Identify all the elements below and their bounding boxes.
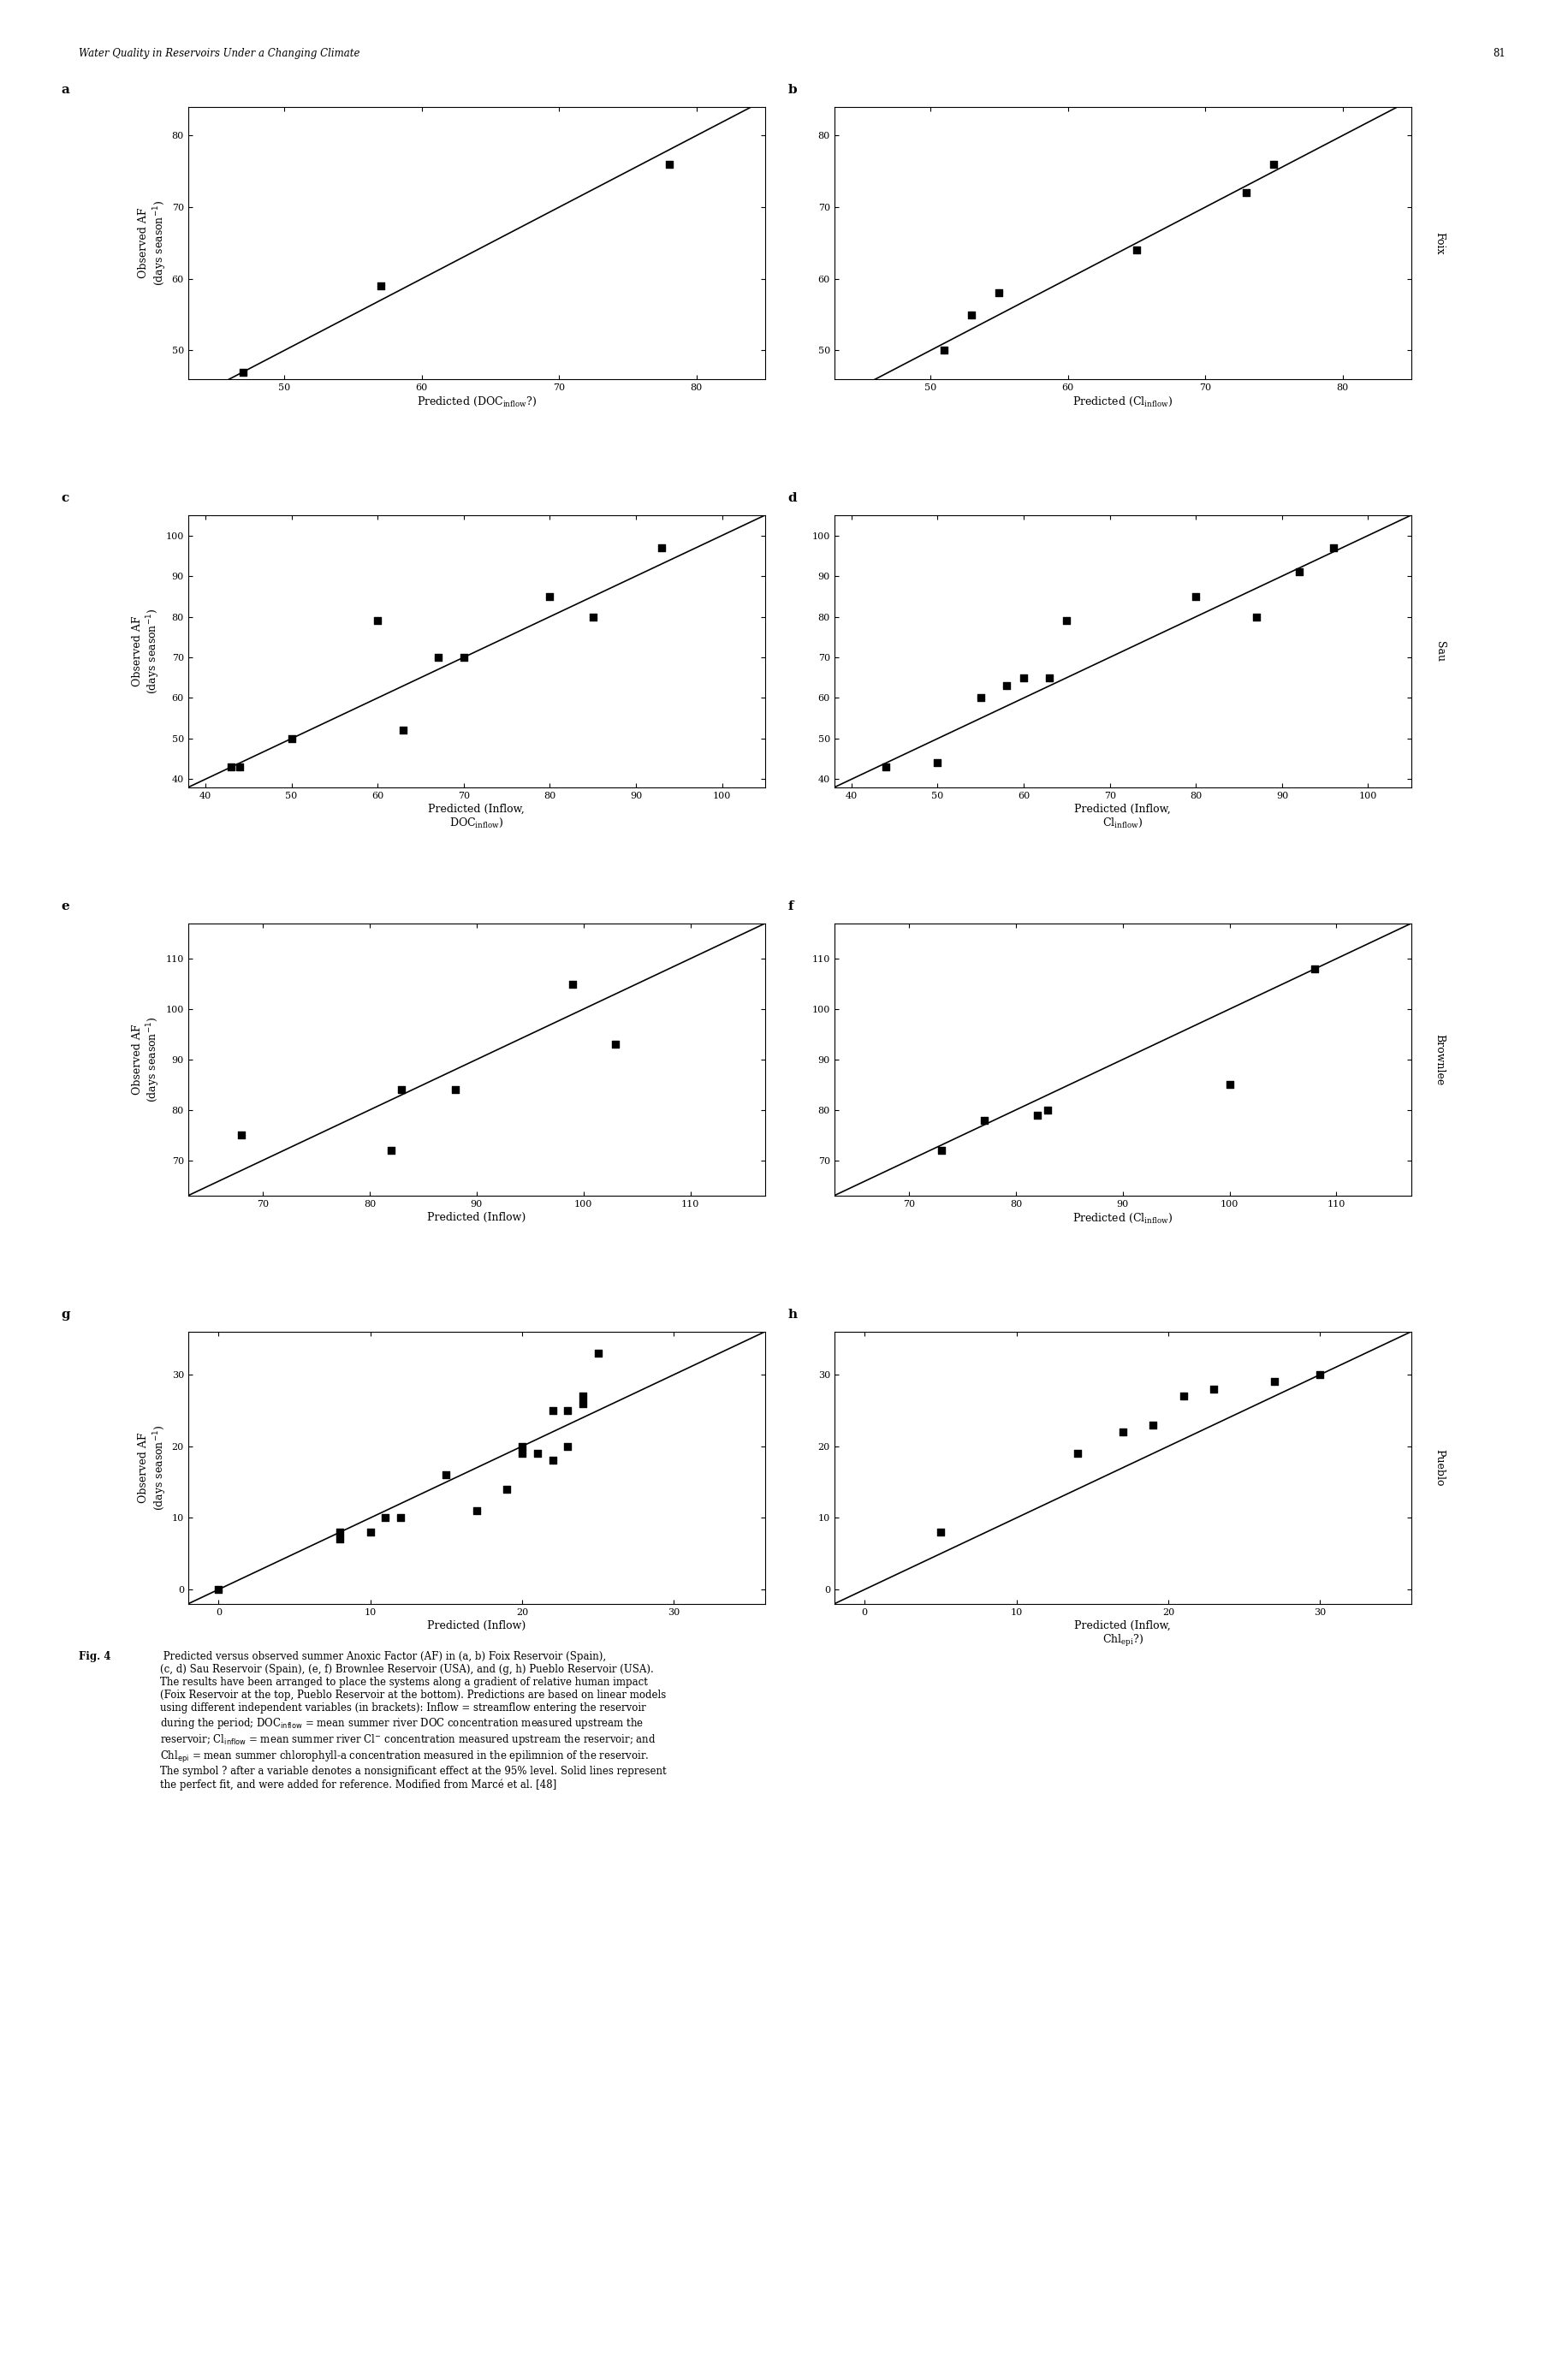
Point xyxy=(494,1471,519,1509)
X-axis label: Predicted (Cl$_{\mathregular{inflow}}$): Predicted (Cl$_{\mathregular{inflow}}$) xyxy=(1073,394,1173,409)
Text: Pueblo: Pueblo xyxy=(1435,1449,1446,1487)
X-axis label: Predicted (Inflow): Predicted (Inflow) xyxy=(428,1620,525,1632)
Point xyxy=(279,720,304,758)
Point xyxy=(1217,1067,1242,1105)
Point xyxy=(230,354,256,392)
Point xyxy=(373,1499,398,1537)
Text: Water Quality in Reservoirs Under a Changing Climate: Water Quality in Reservoirs Under a Chan… xyxy=(78,48,359,59)
X-axis label: Predicted (Inflow): Predicted (Inflow) xyxy=(428,1212,525,1224)
Point xyxy=(925,744,950,782)
Point xyxy=(1303,950,1328,988)
Point xyxy=(425,639,450,677)
Point xyxy=(442,1072,467,1110)
Point xyxy=(390,710,416,748)
Point xyxy=(571,1385,596,1423)
Point xyxy=(931,330,956,368)
Point xyxy=(328,1514,353,1552)
Point xyxy=(555,1392,580,1430)
Point xyxy=(1065,1435,1090,1473)
Point xyxy=(378,1131,403,1169)
Point xyxy=(994,668,1019,706)
Text: Sau: Sau xyxy=(1435,642,1446,661)
Point xyxy=(580,599,605,637)
Point xyxy=(389,1499,414,1537)
X-axis label: Predicted (Inflow,
DOC$_{\mathregular{inflow}}$): Predicted (Inflow, DOC$_{\mathregular{in… xyxy=(428,803,525,829)
Text: Fig. 4: Fig. 4 xyxy=(78,1651,110,1663)
Point xyxy=(525,1435,550,1473)
Point xyxy=(539,1392,564,1430)
Point xyxy=(928,1131,953,1169)
Text: f: f xyxy=(789,901,793,912)
Point xyxy=(1243,599,1269,637)
Y-axis label: Observed AF
(days season$^{-1}$): Observed AF (days season$^{-1}$) xyxy=(138,200,168,285)
Point xyxy=(928,1514,953,1552)
Text: a: a xyxy=(61,83,69,95)
Point xyxy=(229,1117,254,1155)
Point xyxy=(452,639,477,677)
Text: Brownlee: Brownlee xyxy=(1435,1034,1446,1086)
Point xyxy=(328,1521,353,1559)
Point xyxy=(1110,1414,1135,1452)
Point xyxy=(1322,527,1347,565)
Y-axis label: Observed AF
(days season$^{-1}$): Observed AF (days season$^{-1}$) xyxy=(132,1017,162,1102)
Text: e: e xyxy=(61,901,69,912)
Point xyxy=(649,527,674,565)
Point xyxy=(604,1026,629,1064)
Point xyxy=(1171,1378,1196,1416)
Point xyxy=(1054,601,1079,639)
Y-axis label: Observed AF
(days season$^{-1}$): Observed AF (days season$^{-1}$) xyxy=(132,608,162,694)
Text: h: h xyxy=(789,1309,798,1321)
Point xyxy=(539,1442,564,1480)
Point xyxy=(1025,1095,1051,1133)
Text: b: b xyxy=(789,83,797,95)
Text: Foix: Foix xyxy=(1435,230,1446,254)
Point xyxy=(1035,1091,1060,1129)
Point xyxy=(1011,658,1036,696)
Point xyxy=(1261,145,1286,183)
Text: 81: 81 xyxy=(1493,48,1505,59)
Point xyxy=(389,1072,414,1110)
Point xyxy=(365,601,390,639)
Point xyxy=(1308,1357,1333,1395)
Point xyxy=(1184,577,1209,615)
Point xyxy=(986,273,1011,311)
Point xyxy=(960,295,985,333)
Text: c: c xyxy=(61,492,69,504)
Point xyxy=(205,1571,230,1609)
X-axis label: Predicted (Inflow,
Cl$_{\mathregular{inflow}}$): Predicted (Inflow, Cl$_{\mathregular{inf… xyxy=(1074,803,1171,829)
Point xyxy=(510,1435,535,1473)
Point xyxy=(538,577,563,615)
X-axis label: Predicted (Cl$_{\mathregular{inflow}}$): Predicted (Cl$_{\mathregular{inflow}}$) xyxy=(1073,1212,1173,1226)
Text: d: d xyxy=(789,492,797,504)
Point xyxy=(560,965,585,1003)
Point xyxy=(358,1514,383,1552)
Point xyxy=(1262,1364,1287,1402)
Point xyxy=(1234,173,1259,211)
Point xyxy=(1201,1371,1226,1409)
X-axis label: Predicted (DOC$_{\mathregular{inflow}}$?): Predicted (DOC$_{\mathregular{inflow}}$?… xyxy=(417,394,536,409)
Point xyxy=(657,145,682,183)
Point xyxy=(1124,230,1149,268)
Point xyxy=(971,1100,996,1138)
X-axis label: Predicted (Inflow,
Chl$_{\mathregular{epi}}$?): Predicted (Inflow, Chl$_{\mathregular{ep… xyxy=(1074,1620,1171,1649)
Point xyxy=(571,1378,596,1416)
Point xyxy=(555,1428,580,1466)
Text: Predicted versus observed summer Anoxic Factor (AF) in (a, b) Foix Reservoir (Sp: Predicted versus observed summer Anoxic … xyxy=(160,1651,666,1792)
Text: g: g xyxy=(61,1309,71,1321)
Y-axis label: Observed AF
(days season$^{-1}$): Observed AF (days season$^{-1}$) xyxy=(138,1426,168,1511)
Point xyxy=(585,1333,610,1371)
Point xyxy=(227,748,252,786)
Point xyxy=(873,748,898,786)
Point xyxy=(434,1456,459,1495)
Point xyxy=(1287,554,1312,592)
Point xyxy=(218,748,243,786)
Point xyxy=(464,1492,489,1530)
Point xyxy=(368,266,394,304)
Point xyxy=(510,1428,535,1466)
Point xyxy=(1140,1407,1165,1445)
Point xyxy=(1036,658,1062,696)
Point xyxy=(967,680,993,718)
